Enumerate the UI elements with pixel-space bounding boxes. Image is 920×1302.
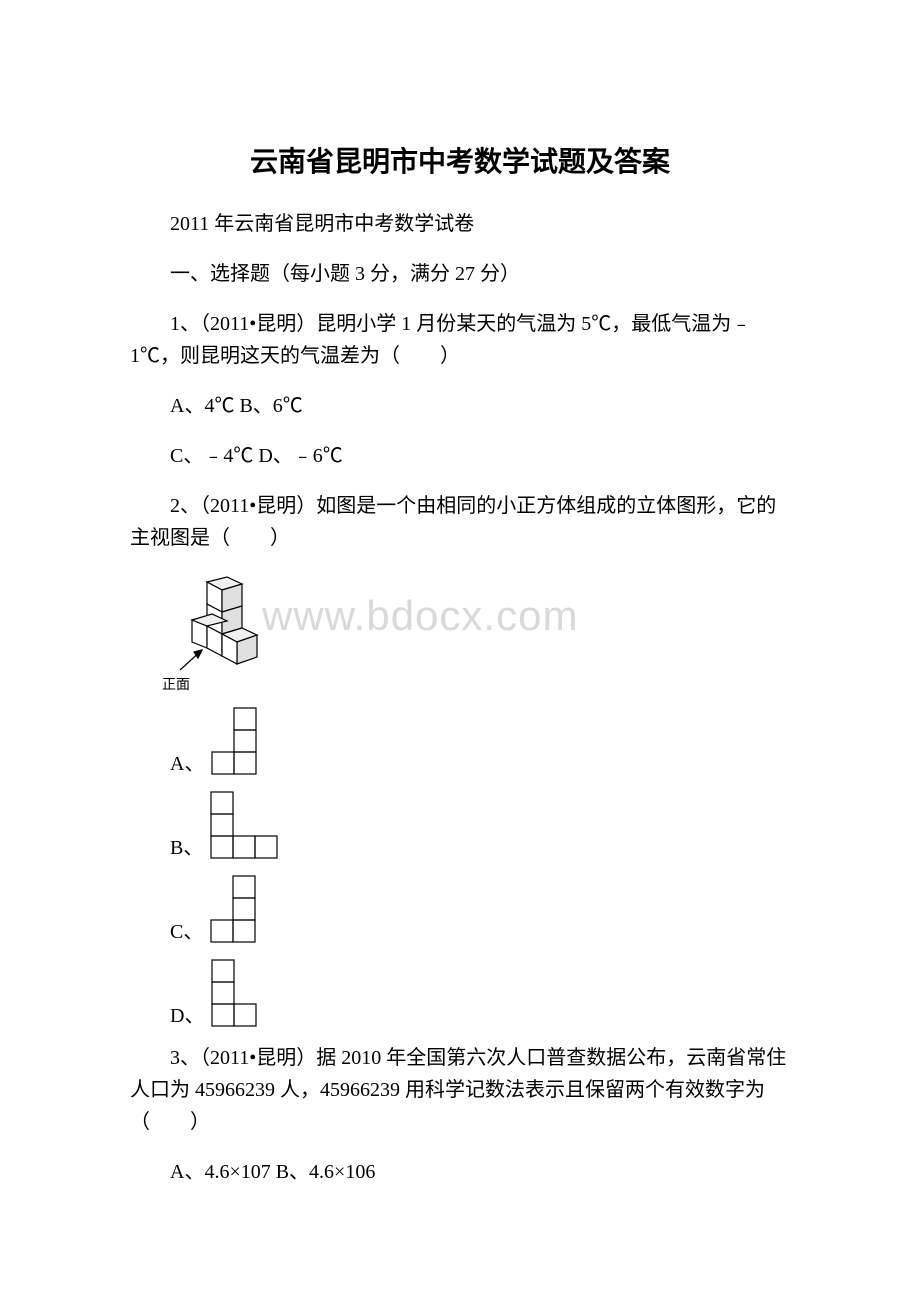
subtitle: 2011 年云南省昆明市中考数学试卷 — [130, 208, 790, 240]
watermark-text: www.bdocx.com — [262, 592, 578, 640]
question-2-option-d: D、 — [170, 958, 790, 1028]
document-page: 云南省昆明市中考数学试题及答案 2011 年云南省昆明市中考数学试卷 一、选择题… — [0, 0, 920, 1266]
question-1-text: 1、（2011•昆明）昆明小学 1 月份某天的气温为 5℃，最低气温为﹣1℃，则… — [130, 308, 790, 372]
question-2-solid-figure: www.bdocx.com — [162, 572, 790, 694]
page-title: 云南省昆明市中考数学试题及答案 — [130, 140, 790, 180]
option-b-label: B、 — [170, 831, 203, 860]
option-a-label: A、 — [170, 747, 204, 776]
question-1-options-line1: A、4℃ B、6℃ — [130, 390, 790, 422]
question-3-options-line1: A、4.6×107 B、4.6×106 — [130, 1156, 790, 1188]
option-b-figure-icon — [209, 790, 279, 860]
section-heading: 一、选择题（每小题 3 分，满分 27 分） — [130, 258, 790, 290]
question-2-option-c: C、 — [170, 874, 790, 944]
question-2-text: 2、（2011•昆明）如图是一个由相同的小正方体组成的立体图形，它的主视图是（ … — [130, 490, 790, 554]
question-1-options-line2: C、﹣4℃ D、﹣6℃ — [130, 440, 790, 472]
option-c-figure-icon — [209, 874, 257, 944]
question-3-text: 3、（2011•昆明）据 2010 年全国第六次人口普查数据公布，云南省常住人口… — [130, 1042, 790, 1138]
option-a-figure-icon — [210, 706, 258, 776]
question-2-option-a: A、 — [170, 706, 790, 776]
option-d-label: D、 — [170, 999, 204, 1028]
option-d-figure-icon — [210, 958, 258, 1028]
front-view-label: 正面 — [162, 674, 790, 694]
question-2-option-b: B、 — [170, 790, 790, 860]
option-c-label: C、 — [170, 915, 203, 944]
